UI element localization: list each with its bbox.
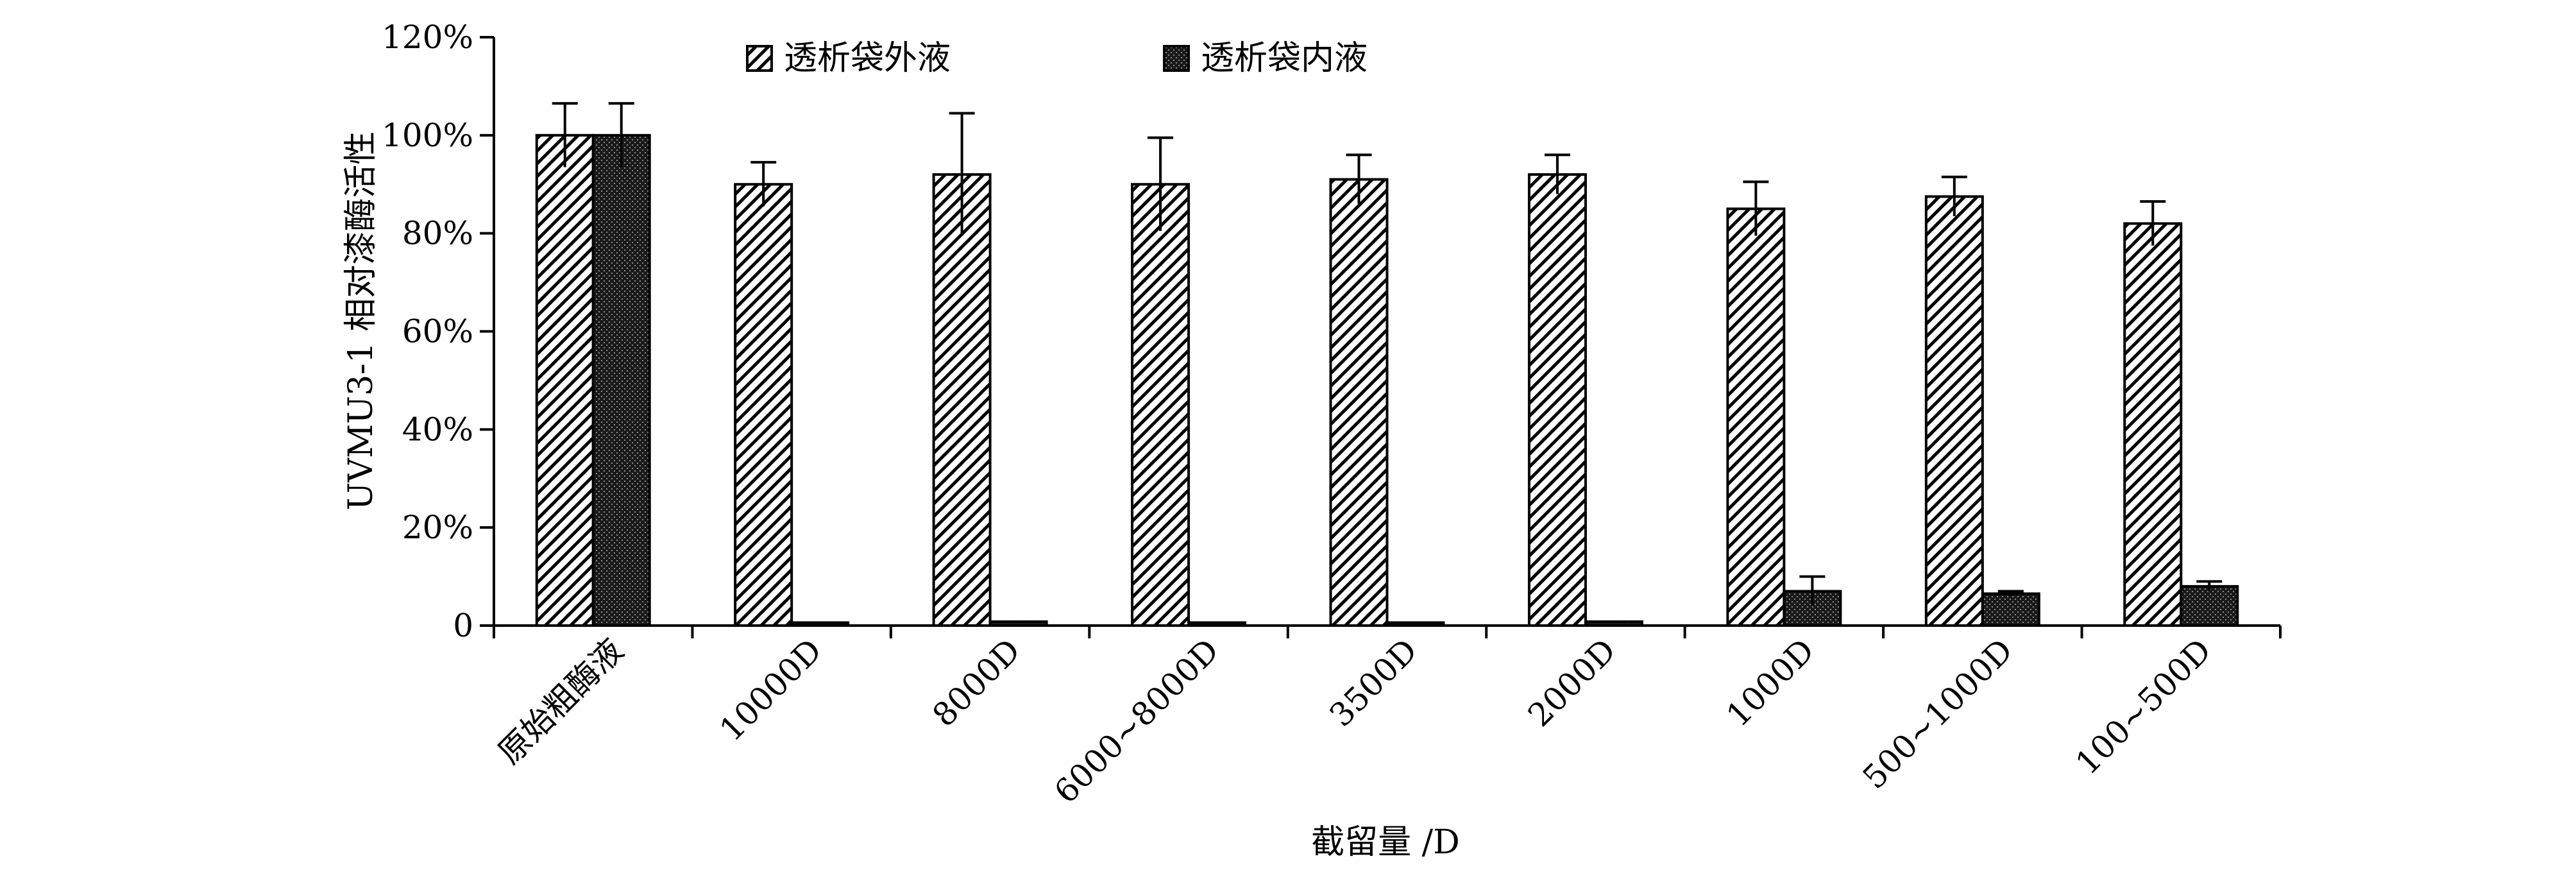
y-axis-title: UVMU3-1 相对漆酶活性 [342, 132, 380, 511]
bar-series-2 [1584, 620, 1643, 627]
x-axis-title: 截留量 /D [1311, 823, 1460, 862]
bar-series-1 [2123, 222, 2183, 627]
x-category-label: 8000D [926, 631, 1028, 733]
x-category-label: 6000~8000D [1047, 631, 1226, 810]
y-tick-label: 100% [382, 117, 473, 154]
legend: 透析袋外液 透析袋内液 [746, 39, 1368, 78]
legend-label-series-2: 透析袋内液 [1201, 39, 1368, 78]
y-tick-label: 0 [453, 607, 473, 644]
bar-series-2 [1385, 621, 1445, 627]
bar-series-1 [1131, 183, 1191, 627]
bar-series-2 [2180, 585, 2239, 627]
bar-series-1 [535, 133, 595, 627]
y-tick-label: 60% [402, 313, 473, 350]
bar-series-2 [1187, 621, 1247, 627]
x-category-label: 1000D [1720, 631, 1822, 733]
bar-series-1 [932, 173, 992, 627]
y-tick-label: 20% [402, 509, 473, 546]
bar-series-1 [1527, 173, 1587, 627]
x-category-label: 10000D [713, 631, 829, 748]
bar-series-1 [1329, 178, 1389, 627]
x-category-label: 原始粗酶液 [491, 631, 631, 771]
legend-swatch-series-2 [1163, 45, 1190, 72]
bar-series-2 [1981, 592, 2040, 627]
plot-area: 0 20% 40% 60% 80% 100% 120% 原始粗酶液 10000D 8000D 600… [382, 19, 2282, 810]
bar-series-2 [790, 621, 850, 627]
bar-series-1 [1726, 207, 1786, 627]
x-category-label: 100~500D [2069, 631, 2219, 781]
y-tick-label: 40% [402, 411, 473, 448]
bar-series-1 [1924, 195, 1984, 627]
bar-series-2 [988, 620, 1048, 627]
bar-series-2 [591, 133, 651, 627]
legend-swatch-series-1 [746, 45, 773, 72]
y-tick-label: 80% [402, 215, 473, 252]
bar-series-1 [734, 183, 793, 627]
x-category-label: 3500D [1323, 631, 1425, 733]
y-tick-label: 120% [382, 19, 473, 56]
x-category-label: 500~1000D [1856, 631, 2020, 796]
x-category-label: 2000D [1521, 631, 1623, 733]
legend-label-series-1: 透析袋外液 [784, 39, 951, 78]
